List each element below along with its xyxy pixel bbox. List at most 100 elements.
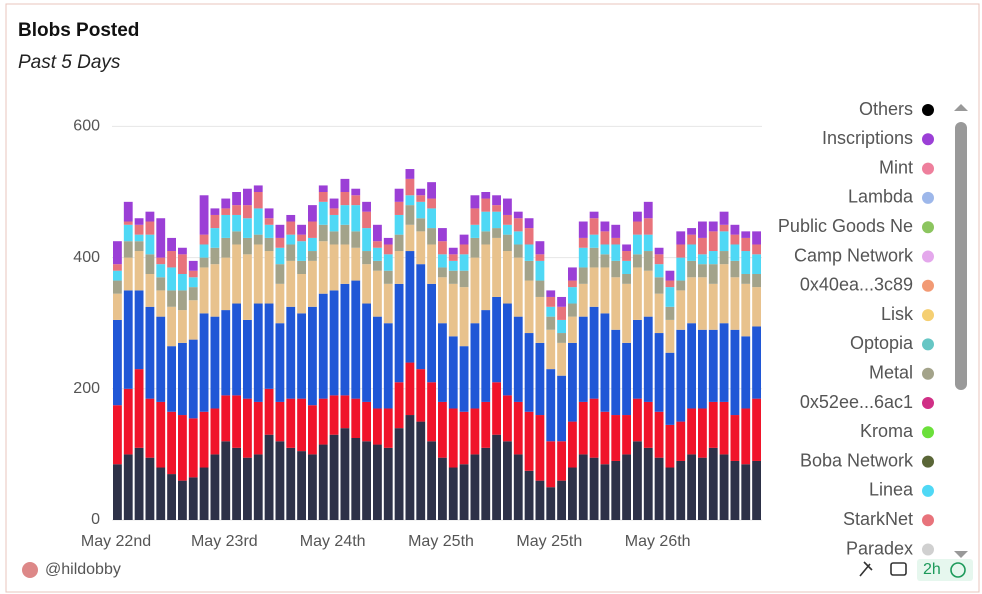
x-tick-label: May 22nd [81, 533, 151, 550]
bar-segment [113, 464, 122, 520]
bar-segment [633, 267, 642, 320]
bar-segment [492, 434, 501, 520]
bar-segment [318, 241, 328, 294]
bar-segment [492, 211, 501, 229]
share-icon[interactable] [859, 561, 873, 577]
bar-segment [427, 182, 436, 199]
bar-segment [318, 201, 328, 225]
bar-segment [578, 401, 588, 455]
bar-segment [308, 205, 317, 222]
bar-segment [481, 198, 491, 212]
bar-segment [708, 251, 718, 265]
bar-segment [264, 434, 274, 520]
bar-segment [427, 244, 436, 284]
bar-segment [232, 192, 241, 206]
bar-segment [665, 287, 675, 307]
bar-segment [589, 457, 599, 520]
bar-segment [513, 454, 523, 520]
scroll-down[interactable] [954, 551, 968, 558]
y-tick-label: 200 [73, 380, 100, 397]
bar-segment [156, 264, 166, 278]
scroll-up[interactable] [954, 104, 968, 111]
bar-segment [481, 401, 491, 448]
legend-label: Public Goods Ne [778, 216, 913, 236]
bar-segment [589, 306, 599, 399]
bar-segment [622, 415, 631, 455]
bar-segment [492, 296, 501, 383]
bar-segment [665, 319, 675, 353]
legend-label: Mint [879, 157, 913, 177]
bar-segment [362, 303, 371, 402]
bar-segment [221, 257, 231, 311]
bar-segment [448, 260, 458, 271]
bar-segment [178, 415, 187, 481]
bar-segment [286, 221, 296, 235]
bar-segment [394, 283, 404, 383]
bar-segment [188, 277, 198, 288]
bar-segment [145, 221, 155, 235]
bar-segment [503, 251, 512, 304]
bar-segment [492, 237, 501, 297]
bar-segment [286, 214, 296, 222]
scrollbar-thumb[interactable] [955, 122, 967, 390]
bar-segment [470, 237, 480, 258]
bar-segment [611, 224, 621, 238]
bar-segment [156, 401, 166, 468]
bar-segment [481, 231, 491, 245]
bar-segment [123, 201, 133, 222]
bar-segment [730, 234, 740, 245]
bar-segment [524, 260, 534, 281]
camera-icon[interactable] [890, 562, 907, 576]
bar-segment [329, 395, 339, 435]
bar-segment [492, 382, 501, 435]
bar-segment [221, 441, 231, 520]
bar-segment [243, 319, 252, 399]
bar-segment [405, 224, 415, 252]
bar-segment [199, 195, 209, 235]
bar-segment [383, 237, 393, 245]
bar-segment [741, 237, 751, 252]
bar-segment [123, 224, 133, 242]
bar-segment [708, 401, 718, 448]
bar-segment [611, 277, 621, 330]
bar-segment [373, 408, 382, 445]
bar-segment [297, 260, 306, 274]
bar-segment [698, 329, 707, 409]
bar-segment [741, 231, 751, 238]
bar-segment [308, 221, 317, 238]
bar-segment [719, 264, 729, 324]
bar-segment [232, 303, 241, 396]
bar-segment [199, 234, 209, 245]
bar-segment [459, 270, 469, 288]
bar-segment [427, 382, 436, 442]
bar-segment [329, 290, 339, 396]
bar-segment [373, 241, 382, 248]
bar-segment [665, 306, 675, 320]
bar-segment [535, 280, 545, 297]
bar-segment [633, 398, 642, 442]
legend-label: Lambda [848, 187, 914, 207]
bar-segment [719, 224, 729, 232]
bar-segment [243, 237, 252, 255]
bar-segment [394, 234, 404, 252]
bar-segment [275, 224, 285, 238]
bar-segment [113, 319, 122, 406]
bar-segment [687, 260, 696, 278]
bar-segment [405, 415, 415, 520]
bar-segment [589, 218, 599, 235]
bar-segment [719, 401, 729, 455]
bar-segment [416, 264, 426, 370]
legend-label: Boba Network [800, 450, 914, 470]
bar-segment [741, 251, 751, 274]
bar-segment [113, 241, 122, 265]
bar-segment [698, 408, 707, 458]
legend-dot [922, 221, 934, 234]
bar-segment [308, 405, 317, 455]
bar-segment [622, 260, 631, 274]
bar-segment [134, 290, 144, 370]
bar-segment [167, 267, 176, 291]
bar-segment [394, 188, 404, 202]
bar-segment [438, 457, 447, 520]
bar-segment [687, 277, 696, 324]
bar-segment [167, 237, 176, 252]
